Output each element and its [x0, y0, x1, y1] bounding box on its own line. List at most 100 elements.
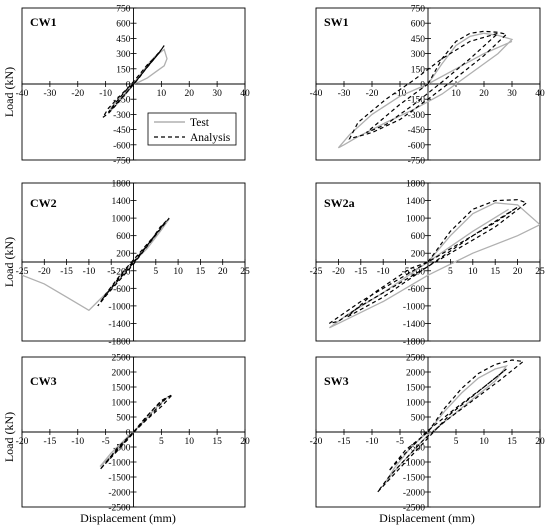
x-tick-label: 30 [507, 89, 517, 99]
x-tick-label: 5 [448, 267, 453, 277]
y-tick-label: -1800 [108, 338, 130, 348]
xlabel-left: Displacement (mm) [80, 511, 176, 525]
x-tick-label: 10 [479, 437, 489, 447]
panels-group: -40 -30 -20 -10 10 20 30 40-750-600-450-300-150… [16, 5, 545, 514]
y-tick-label: 1800 [112, 180, 131, 190]
y-tick-label: 600 [116, 232, 131, 242]
x-tick-label: -20 [71, 89, 84, 99]
series-test-line [329, 202, 540, 329]
series-test-line [337, 32, 514, 149]
y-tick-label: 1000 [406, 215, 425, 225]
x-tick-label: 25 [535, 267, 545, 277]
y-tick-label: -600 [408, 141, 426, 151]
x-tick-label: -40 [310, 89, 323, 99]
x-tick-label: 15 [490, 267, 500, 277]
y-tick-label: 2000 [406, 369, 425, 379]
panel-cw2: -25 -20 -15 -10 -5 5 10 15 20 25 -1800 -1400 -1000 -6… [16, 180, 250, 348]
x-tick-label: 10 [157, 89, 167, 99]
x-tick-label: -10 [366, 437, 379, 447]
x-tick-label: -20 [332, 267, 345, 277]
y-tick-label: 300 [116, 50, 131, 60]
ylabel-row2: Load (kN) [2, 237, 16, 287]
x-tick-label: -20 [16, 437, 29, 447]
panel-title: SW3 [324, 374, 349, 388]
y-tick-label: 1400 [406, 197, 425, 207]
y-tick-label: 1400 [112, 197, 131, 207]
x-tick-label: 5 [153, 267, 158, 277]
y-tick-label: -1400 [403, 320, 425, 330]
y-tick-label: -750 [408, 157, 426, 167]
series-analysis-line [329, 199, 528, 324]
y-tick-label: 500 [411, 414, 426, 424]
y-tick-label: -1800 [403, 338, 425, 348]
y-tick-label: -200 [408, 267, 426, 277]
x-tick-label: -15 [354, 267, 367, 277]
y-tick-label: -1000 [108, 459, 130, 469]
x-tick-label: 40 [535, 89, 545, 99]
y-tick-label: 1000 [406, 399, 425, 409]
x-tick-label: -15 [60, 267, 73, 277]
panel-sw3: -20 -15 -10 -5 5 10 15 20 -2500 -2000 -1500 -1000 -5… [310, 354, 545, 514]
legend: Test Analysis [147, 112, 237, 146]
xlabel-right: Displacement (mm) [379, 511, 475, 525]
y-tick-label: 150 [411, 65, 426, 75]
x-tick-label: -15 [338, 437, 351, 447]
panel-title: SW1 [324, 15, 349, 29]
x-tick-label: -10 [99, 89, 112, 99]
y-tick-label: 200 [116, 250, 131, 260]
y-tick-label: -2000 [108, 489, 130, 499]
panel-title: CW3 [30, 374, 57, 388]
legend-test-label: Test [190, 117, 210, 129]
y-tick-label: 300 [411, 50, 426, 60]
x-tick-label: 10 [185, 437, 195, 447]
x-tick-label: -10 [377, 267, 390, 277]
x-tick-label: 25 [240, 267, 250, 277]
x-tick-label: 20 [185, 89, 195, 99]
y-tick-label: -2000 [403, 489, 425, 499]
x-tick-label: 5 [159, 437, 164, 447]
panel-cw3: -20 -15 -10 -5 5 10 15 20 -2500 -2000 -1500 -1000 -5… [16, 354, 250, 514]
panel-title: SW2a [324, 196, 355, 210]
ylabel-row3: Load (kN) [2, 412, 16, 462]
y-tick-label: 600 [116, 20, 131, 30]
x-tick-label: -25 [16, 267, 29, 277]
x-tick-label: 20 [240, 437, 250, 447]
x-tick-label: 15 [212, 437, 222, 447]
series-analysis-line [97, 217, 170, 307]
y-tick-label: -600 [113, 141, 131, 151]
x-tick-label: 5 [454, 437, 459, 447]
panel-title: CW2 [30, 196, 57, 210]
y-tick-label: -150 [113, 96, 131, 106]
y-tick-label: -1400 [108, 320, 130, 330]
y-tick-label: 1500 [406, 384, 425, 394]
y-tick-label: 450 [411, 35, 426, 45]
x-tick-label: -15 [44, 437, 57, 447]
x-tick-label: 20 [535, 437, 545, 447]
y-tick-label: 1000 [112, 399, 131, 409]
panel-sw2a: -25 -20 -15 -10 -5 5 10 15 20 25-1800-1400-1000-6… [310, 180, 545, 348]
series-analysis-line [377, 359, 525, 493]
x-tick-label: -5 [107, 267, 115, 277]
y-tick-label: -750 [113, 157, 131, 167]
y-tick-label: -450 [408, 126, 426, 136]
legend-box [147, 112, 237, 146]
y-tick-label: 500 [116, 414, 131, 424]
y-tick-label: -1000 [108, 302, 130, 312]
y-tick-label: -2500 [108, 504, 130, 514]
y-tick-label: -2500 [403, 504, 425, 514]
x-tick-label: 15 [507, 437, 517, 447]
y-tick-label: -1000 [403, 459, 425, 469]
y-tick-label: 750 [411, 5, 426, 15]
x-tick-label: -5 [102, 437, 110, 447]
y-tick-label: -600 [113, 285, 131, 295]
y-tick-label: 1000 [112, 215, 131, 225]
y-tick-label: 2500 [112, 354, 131, 364]
x-tick-label: 10 [451, 89, 461, 99]
y-tick-label: -1500 [108, 474, 130, 484]
x-tick-label: -10 [83, 267, 96, 277]
y-tick-label: 450 [116, 35, 131, 45]
x-tick-label: -20 [310, 437, 323, 447]
x-tick-label: -20 [38, 267, 51, 277]
y-tick-label: 1800 [406, 180, 425, 190]
y-tick-label: 0 [420, 429, 425, 439]
